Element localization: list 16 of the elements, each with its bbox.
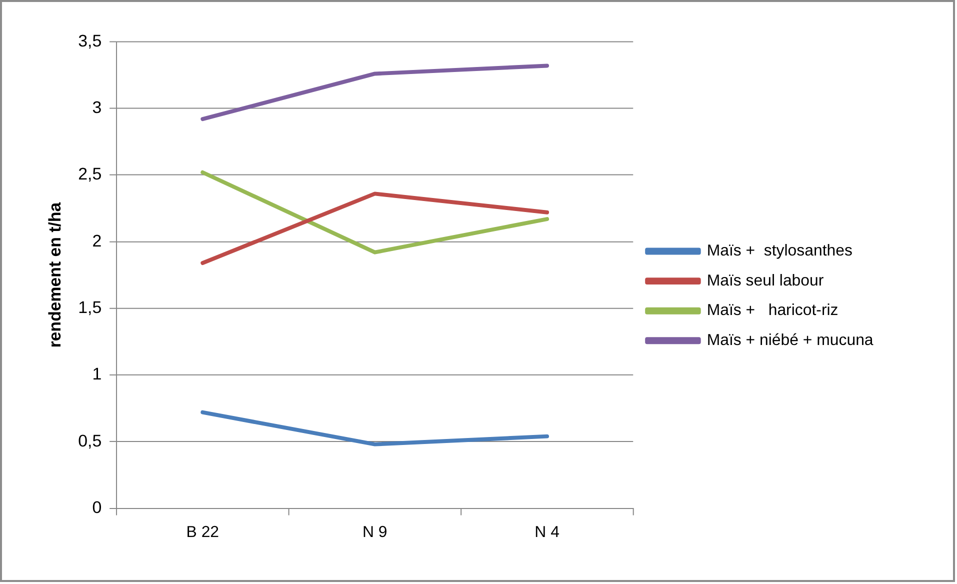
y-tick-label: 2 [92,231,102,250]
x-tick-label: N 4 [534,524,560,542]
x-tick-label: B 22 [186,524,220,542]
legend-label: Maïs + niébé + mucuna [706,332,874,350]
legend-label: Maïs + stylosanthes [706,242,852,260]
y-tick-label: 3,5 [78,31,102,50]
y-tick-label: 3 [92,98,102,118]
y-tick-label: 0,5 [78,431,102,450]
y-tick-label: 1,5 [78,298,102,317]
y-tick-label: 0 [92,498,102,517]
y-tick-label: 1 [92,364,102,384]
legend-label: Maïs + haricot-riz [706,302,838,320]
legend-label: Maïs seul labour [706,272,824,290]
y-tick-label: 2,5 [78,164,102,184]
x-tick-label: N 9 [362,524,388,542]
y-axis-title: rendement en t/ha [46,202,65,348]
